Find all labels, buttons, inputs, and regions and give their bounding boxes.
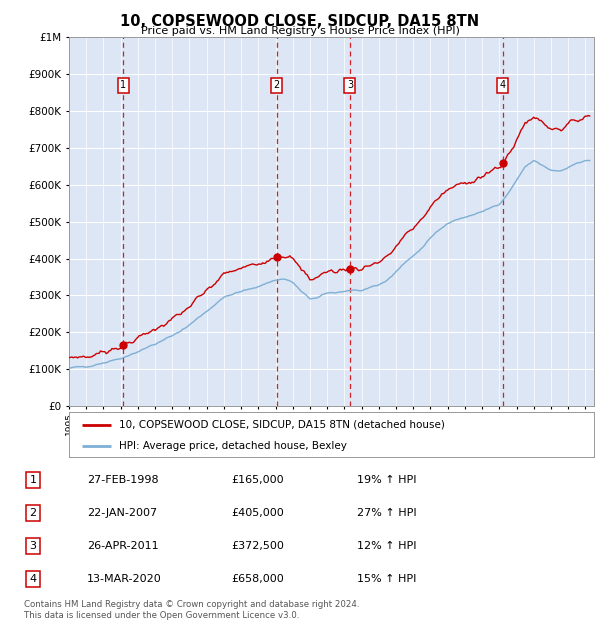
Text: 15% ↑ HPI: 15% ↑ HPI [357, 574, 416, 584]
Text: £165,000: £165,000 [231, 475, 284, 485]
Text: £372,500: £372,500 [231, 541, 284, 551]
Text: HPI: Average price, detached house, Bexley: HPI: Average price, detached house, Bexl… [119, 441, 347, 451]
Text: 4: 4 [29, 574, 37, 584]
Text: Price paid vs. HM Land Registry's House Price Index (HPI): Price paid vs. HM Land Registry's House … [140, 26, 460, 36]
Text: 3: 3 [29, 541, 37, 551]
Text: 10, COPSEWOOD CLOSE, SIDCUP, DA15 8TN: 10, COPSEWOOD CLOSE, SIDCUP, DA15 8TN [121, 14, 479, 29]
Text: 3: 3 [347, 80, 353, 90]
Text: 10, COPSEWOOD CLOSE, SIDCUP, DA15 8TN (detached house): 10, COPSEWOOD CLOSE, SIDCUP, DA15 8TN (d… [119, 420, 445, 430]
Text: 4: 4 [500, 80, 506, 90]
Text: £658,000: £658,000 [231, 574, 284, 584]
Text: 26-APR-2011: 26-APR-2011 [87, 541, 158, 551]
Text: 1: 1 [120, 80, 126, 90]
Text: 2: 2 [29, 508, 37, 518]
Text: 1: 1 [29, 475, 37, 485]
Text: 27% ↑ HPI: 27% ↑ HPI [357, 508, 416, 518]
Text: 27-FEB-1998: 27-FEB-1998 [87, 475, 158, 485]
Text: 22-JAN-2007: 22-JAN-2007 [87, 508, 157, 518]
Text: Contains HM Land Registry data © Crown copyright and database right 2024.
This d: Contains HM Land Registry data © Crown c… [24, 600, 359, 619]
Text: 13-MAR-2020: 13-MAR-2020 [87, 574, 162, 584]
Text: 2: 2 [274, 80, 280, 90]
Text: 19% ↑ HPI: 19% ↑ HPI [357, 475, 416, 485]
Text: 12% ↑ HPI: 12% ↑ HPI [357, 541, 416, 551]
Text: £405,000: £405,000 [231, 508, 284, 518]
